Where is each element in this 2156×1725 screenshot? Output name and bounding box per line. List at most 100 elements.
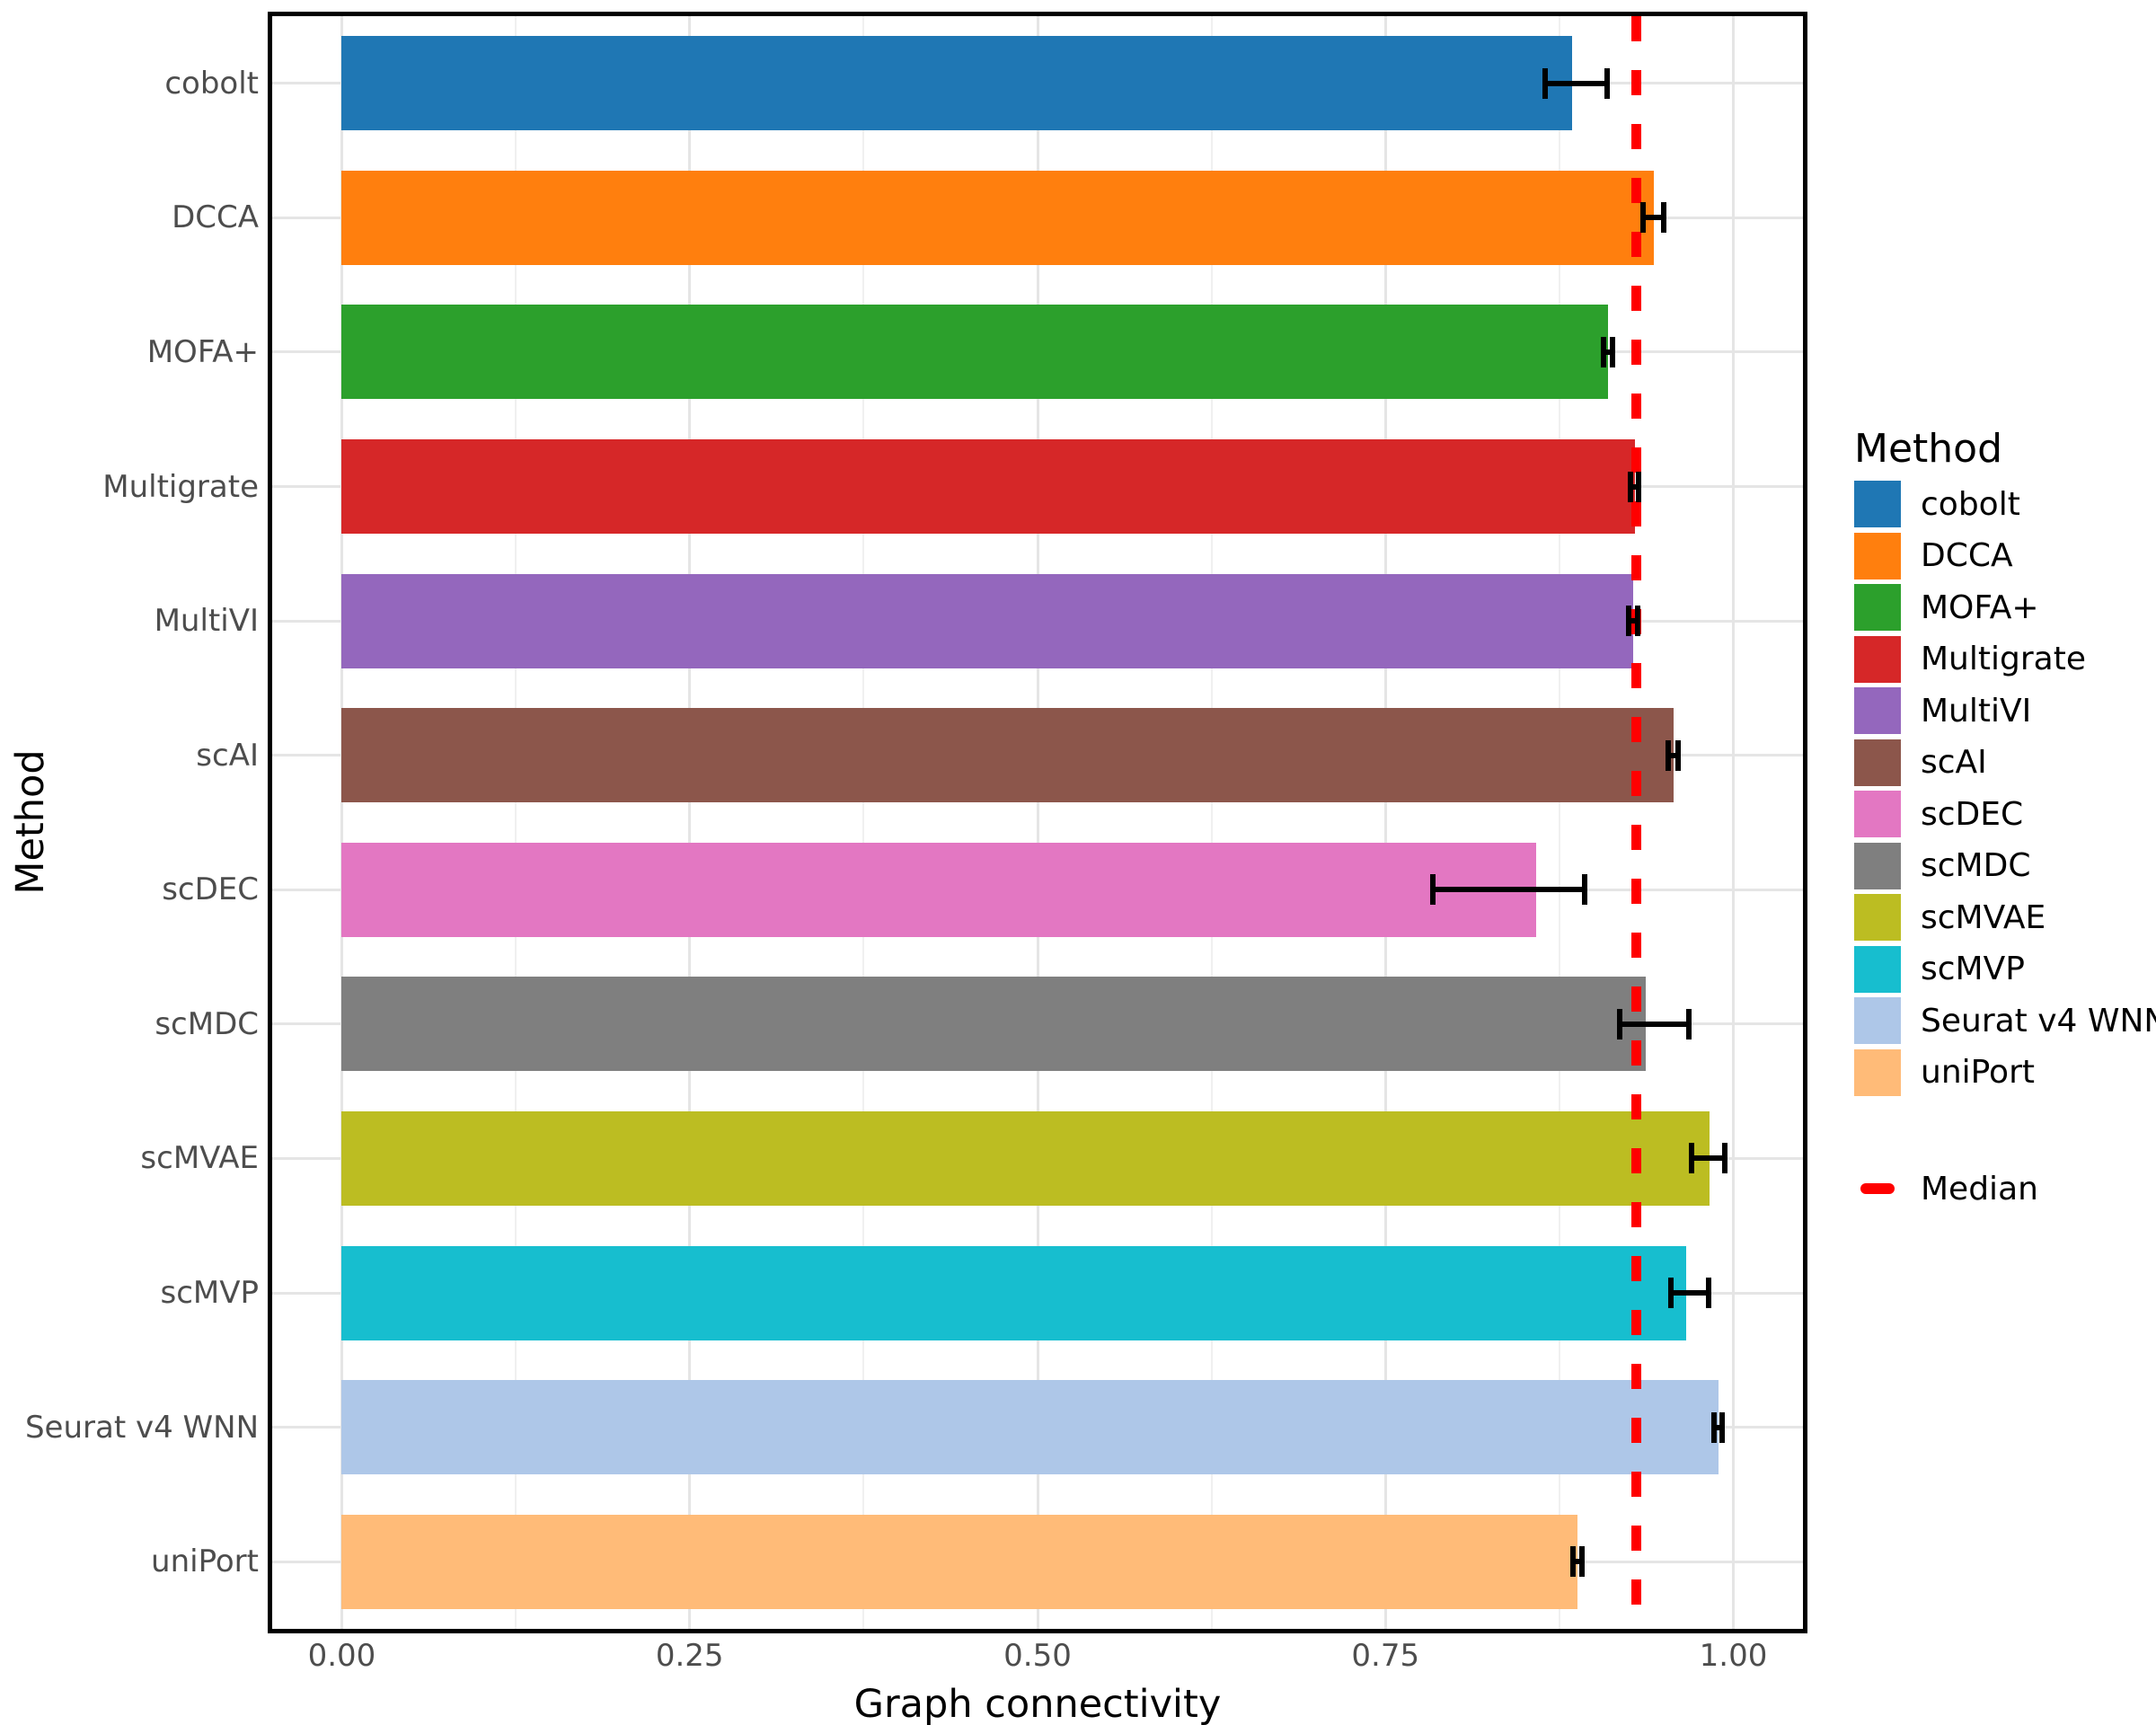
error-bar-scAI — [1667, 752, 1678, 758]
error-bar-cap-left-DCCA — [1639, 202, 1646, 234]
legend-swatch-scMDC — [1854, 842, 1901, 889]
bar-cobolt — [341, 36, 1572, 131]
error-bar-cap-left-scDEC — [1429, 874, 1436, 906]
x-tick-label-0.50: 0.50 — [1003, 1638, 1072, 1674]
legend-swatch-cobolt — [1854, 481, 1901, 527]
bar-DCCA — [341, 170, 1655, 265]
gridline-v-minor — [1558, 16, 1560, 1629]
error-bar-cap-right-scMVAE — [1722, 1143, 1728, 1174]
error-bar-scMVAE — [1692, 1155, 1726, 1162]
legend-item-label: Seurat v4 WNN — [1921, 1002, 2156, 1039]
bar-scAI — [341, 708, 1674, 803]
legend-item-Multigrate: Multigrate — [1854, 635, 2156, 683]
legend-item-label: cobolt — [1921, 485, 2020, 523]
error-bar-cap-left-uniPort — [1570, 1546, 1577, 1578]
gridline-v-minor — [515, 16, 517, 1629]
bar-scMDC — [341, 977, 1646, 1072]
legend-swatch-scAI — [1854, 739, 1901, 786]
legend-item-median: Median — [1854, 1165, 2038, 1212]
legend-item-MOFA+: MOFA+ — [1854, 584, 2156, 631]
error-bar-cap-right-scMVP — [1705, 1278, 1711, 1309]
legend-item-scMVAE: scMVAE — [1854, 894, 2156, 941]
legend-swatch-scDEC — [1854, 791, 1901, 837]
error-bar-cap-right-cobolt — [1604, 67, 1610, 99]
error-bar-cap-left-scMVP — [1667, 1278, 1674, 1309]
legend-items: cobolt DCCA MOFA+ Multigrate MultiVI scAI scDE… — [1854, 481, 2156, 1096]
legend-item-Seurat v4 WNN: Seurat v4 WNN — [1854, 997, 2156, 1044]
bar-scMVAE — [341, 1110, 1710, 1206]
bar-Multigrate — [341, 439, 1635, 535]
error-bar-cap-right-MOFA+ — [1609, 336, 1615, 367]
y-tick-label-cobolt: cobolt — [164, 65, 259, 102]
error-bar-scDEC — [1432, 887, 1585, 893]
error-bar-cap-left-scAI — [1665, 739, 1671, 771]
legend-item-cobolt: cobolt — [1854, 481, 2156, 527]
error-bar-cap-right-scAI — [1674, 739, 1681, 771]
legend-swatch-scMVAE — [1854, 894, 1901, 941]
error-bar-cap-left-Multigrate — [1627, 471, 1633, 502]
median-line — [1630, 16, 1641, 1629]
error-bar-cap-right-scDEC — [1581, 874, 1587, 906]
error-bar-cap-left-cobolt — [1542, 67, 1549, 99]
error-bar-cap-left-scMDC — [1616, 1008, 1622, 1039]
legend-swatch-MultiVI — [1854, 687, 1901, 734]
error-bar-cap-left-scMVAE — [1689, 1143, 1695, 1174]
legend-item-uniPort: uniPort — [1854, 1048, 2156, 1096]
error-bar-cap-right-Multigrate — [1636, 471, 1642, 502]
legend-swatch-DCCA — [1854, 532, 1901, 579]
legend-swatch-uniPort — [1854, 1048, 1901, 1096]
y-tick-label-scAI: scAI — [196, 737, 259, 774]
error-bar-cobolt — [1545, 80, 1607, 86]
legend-swatch-scMVP — [1854, 945, 1901, 993]
gridline-v-minor — [862, 16, 865, 1629]
bar-Seurat v4 WNN — [341, 1380, 1719, 1475]
legend-item-scAI: scAI — [1854, 739, 2156, 786]
legend-item-scMDC: scMDC — [1854, 842, 2156, 889]
legend-swatch-Multigrate — [1854, 635, 1901, 683]
legend-item-scDEC: scDEC — [1854, 791, 2156, 837]
legend-item-label: MultiVI — [1921, 692, 2032, 730]
error-bar-cap-right-uniPort — [1578, 1546, 1585, 1578]
legend-item-label: scMVAE — [1921, 898, 2046, 936]
error-bar-Seurat v4 WNN — [1713, 1424, 1723, 1430]
legend-item-label: scDEC — [1921, 795, 2024, 833]
gridline-v-major — [1383, 16, 1387, 1629]
y-tick-label-uniPort: uniPort — [151, 1544, 259, 1580]
legend-item-label: Multigrate — [1921, 641, 2086, 677]
y-tick-label-DCCA: DCCA — [172, 199, 259, 236]
legend-item-label: DCCA — [1921, 537, 2013, 574]
error-bar-scMVP — [1670, 1290, 1709, 1296]
bar-scMVP — [341, 1245, 1686, 1340]
legend: Method cobolt DCCA MOFA+ Multigrate MultiVI s… — [1854, 0, 2156, 1725]
gridline-v-major — [1732, 16, 1736, 1629]
legend-median-label: Median — [1921, 1170, 2038, 1208]
legend-item-label: scAI — [1921, 744, 1987, 781]
error-bar-uniPort — [1573, 1559, 1582, 1565]
y-tick-label-MOFA+: MOFA+ — [146, 333, 259, 370]
error-bar-cap-right-MultiVI — [1634, 606, 1640, 637]
bar-uniPort — [341, 1514, 1578, 1609]
error-bar-Multigrate — [1630, 483, 1639, 490]
bar-MOFA+ — [341, 305, 1609, 400]
x-tick-label-0.00: 0.00 — [307, 1638, 376, 1674]
error-bar-cap-left-Seurat v4 WNN — [1710, 1411, 1717, 1443]
plot-panel — [268, 12, 1807, 1633]
error-bar-cap-right-Seurat v4 WNN — [1719, 1411, 1726, 1443]
x-tick-label-1.00: 1.00 — [1699, 1638, 1768, 1674]
error-bar-cap-left-MOFA+ — [1601, 336, 1607, 367]
legend-swatch-Seurat v4 WNN — [1854, 997, 1901, 1044]
x-tick-label-0.25: 0.25 — [655, 1638, 724, 1674]
y-tick-label-scDEC: scDEC — [162, 871, 259, 908]
legend-title: Method — [1854, 426, 2003, 472]
bar-MultiVI — [341, 573, 1633, 668]
legend-item-label: uniPort — [1921, 1054, 2036, 1091]
y-tick-label-scMVP: scMVP — [160, 1275, 259, 1312]
legend-item-DCCA: DCCA — [1854, 532, 2156, 579]
legend-item-label: scMDC — [1921, 847, 2031, 884]
error-bar-cap-left-MultiVI — [1626, 606, 1632, 637]
median-key — [1854, 1165, 1901, 1212]
x-axis-title: Graph connectivity — [853, 1682, 1222, 1725]
bar-scDEC — [341, 842, 1536, 937]
gridline-v-major — [688, 16, 692, 1629]
error-bar-cap-right-scMDC — [1685, 1008, 1692, 1039]
